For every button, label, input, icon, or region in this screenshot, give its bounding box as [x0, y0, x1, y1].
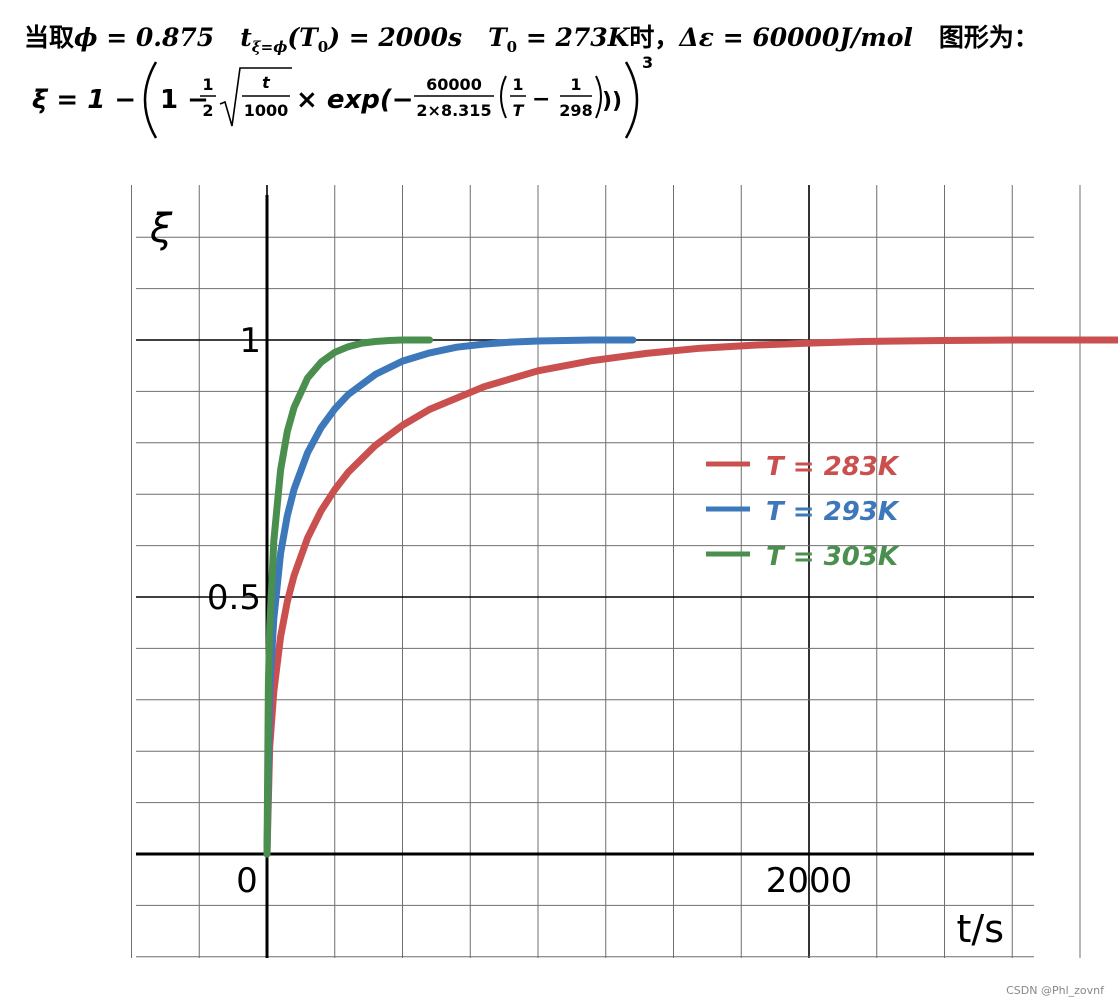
formula-lhs: ξ = 1 −: [32, 85, 136, 115]
header-phi: ϕ = 0.875: [74, 23, 215, 52]
header-T0-sub: 0: [506, 38, 518, 56]
series-group: [263, 336, 1118, 858]
header-t-rest-sub: 0: [317, 38, 329, 56]
formula-half-den: 2: [202, 101, 213, 120]
formula-exp: × exp(−: [296, 85, 414, 115]
formula-half-num: 1: [202, 75, 213, 94]
legend-label: T = 303K: [766, 542, 900, 572]
formula-power: 3: [642, 53, 653, 72]
header-T0-val: = 273K: [517, 23, 630, 52]
formula-inv-T-num: 1: [512, 75, 523, 94]
formula-inv-298-num: 1: [570, 75, 581, 94]
legend-label: T = 283K: [766, 452, 900, 482]
formula-minus: −: [532, 87, 550, 112]
formula-one: 1 −: [160, 85, 209, 115]
legend: T = 283K T = 293K T = 303K: [706, 452, 900, 572]
header-suffix: 图形为：: [938, 23, 1039, 52]
formula-e-den: 2×8.315: [416, 101, 491, 120]
header-t-val: ) = 2000s: [328, 23, 463, 52]
y-tick-label: 1: [239, 321, 261, 361]
header-t-sub: ξ=ϕ: [251, 38, 288, 56]
x-tick-label: 2000: [766, 861, 853, 901]
legend-label: T = 293K: [766, 497, 900, 527]
y-axis-label: ξ: [149, 206, 173, 252]
formula: ξ = 1 − 1 − 1 2 t 1000 × exp(− 60000 2×8…: [32, 53, 653, 139]
formula-e-num: 60000: [426, 75, 482, 94]
formula-sqrt-num: t: [262, 73, 271, 92]
series-line-1: [263, 336, 1118, 858]
header-de: Δε = 60000J/mol: [679, 23, 913, 52]
formula-close: )): [602, 89, 622, 114]
formula-inv-298-den: 298: [559, 101, 592, 120]
series-line-2: [263, 336, 637, 858]
formula-inv-T-den: T: [513, 101, 525, 120]
header-shi: 时，: [629, 23, 680, 52]
watermark: CSDN @Phl_zovnf: [1006, 984, 1104, 997]
series-line-3: [263, 336, 434, 858]
header-prefix: 当取: [24, 23, 75, 52]
formula-sqrt-den: 1000: [244, 101, 289, 120]
header-line: 当取ϕ = 0.875 tξ=ϕ(T0) = 2000s T0 = 273K时，Δε…: [24, 18, 1039, 56]
x-axis-label: t/s: [957, 907, 1005, 951]
header-t: t: [240, 23, 252, 52]
header-t-rest: (T: [287, 23, 318, 52]
y-tick-label: 0.5: [207, 578, 261, 618]
x-tick-label: 0: [236, 861, 258, 901]
tick-labels: 0200040000.51: [207, 321, 853, 901]
header-T0: T: [488, 23, 507, 52]
